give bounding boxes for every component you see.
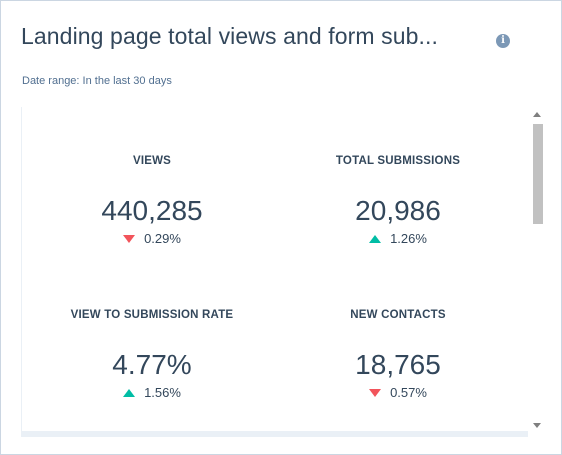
card-title[interactable]: Landing page total views and form sub... [21,23,438,49]
kpi-change-value: 1.56% [144,385,181,400]
kpi-value: 20,986 [355,195,441,226]
scroll-up-arrow-icon[interactable] [533,112,541,117]
kpi-change: 1.56% [32,384,272,402]
scroll-down-arrow-icon[interactable] [533,423,541,428]
kpi-change: 1.26% [278,230,518,248]
kpi-label: VIEW TO SUBMISSION RATE [70,309,234,321]
kpi-new-contacts: NEW CONTACTS 18,765 0.57% [278,309,518,402]
kpi-value: 4.77% [112,349,192,380]
kpi-label: VIEWS [132,155,172,167]
kpi-label: TOTAL SUBMISSIONS [335,155,461,167]
info-icon[interactable]: i [496,34,510,48]
kpi-value: 18,765 [355,349,441,380]
kpi-value: 440,285 [101,195,203,226]
kpi-change: 0.57% [278,384,518,402]
kpi-change-value: 0.57% [390,385,427,400]
date-range-label: Date range: In the last 30 days [22,75,172,87]
kpi-view-to-submission-rate: VIEW TO SUBMISSION RATE 4.77% 1.56% [32,309,272,402]
kpi-body: VIEWS 440,285 0.29% TOTAL SUBMISSIONS 20… [21,107,545,437]
kpi-change-value: 0.29% [144,231,181,246]
down-arrow-icon [369,388,382,397]
kpi-label: NEW CONTACTS [350,309,446,321]
down-arrow-icon [123,234,136,243]
up-arrow-icon [369,234,382,243]
kpi-views: VIEWS 440,285 0.29% [32,155,272,248]
vertical-scrollbar[interactable] [528,107,545,437]
kpi-change-value: 1.26% [390,231,427,246]
kpi-total-submissions: TOTAL SUBMISSIONS 20,986 1.26% [278,155,518,248]
up-arrow-icon [123,388,136,397]
body-bottom-border [22,431,528,437]
scroll-thumb[interactable] [533,124,543,224]
kpi-change: 0.29% [32,230,272,248]
